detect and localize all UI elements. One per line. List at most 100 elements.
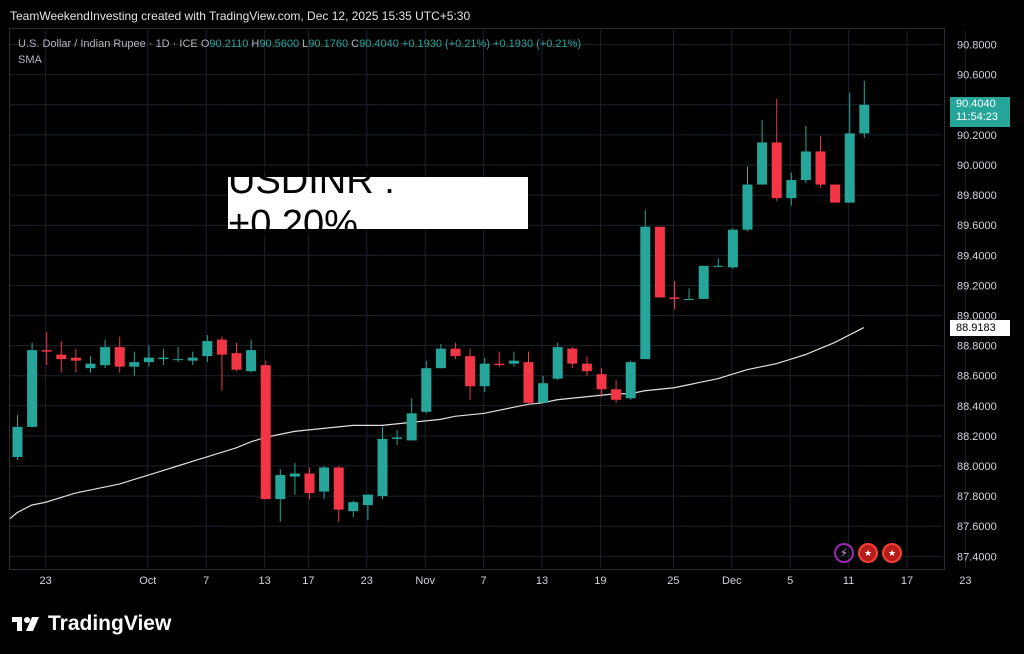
- candle-body: [508, 360, 519, 364]
- candle[interactable]: [41, 332, 52, 366]
- candle-body: [786, 180, 797, 199]
- candle[interactable]: [421, 360, 432, 414]
- candle[interactable]: [12, 414, 23, 460]
- us-flag-event-icon-2[interactable]: ★: [882, 543, 902, 563]
- event-icons[interactable]: ⚡ ★ ★: [834, 543, 902, 563]
- candle-body: [523, 362, 534, 403]
- candle[interactable]: [844, 92, 855, 203]
- candle-body: [581, 363, 592, 372]
- candle[interactable]: [173, 347, 184, 363]
- candle[interactable]: [786, 172, 797, 206]
- candle[interactable]: [216, 336, 227, 391]
- candle[interactable]: [260, 360, 271, 500]
- candle[interactable]: [742, 166, 753, 232]
- candle-body: [348, 502, 359, 512]
- candle[interactable]: [684, 288, 695, 300]
- candle[interactable]: [640, 210, 651, 360]
- lightning-event-icon[interactable]: ⚡: [834, 543, 854, 563]
- performance-badge: USDINR : +0.20%: [228, 160, 528, 245]
- candle[interactable]: [625, 360, 636, 400]
- y-tick-label: 90.8000: [957, 40, 997, 52]
- x-tick-label: 19: [594, 575, 606, 587]
- low-value: 90.1760: [308, 38, 349, 50]
- candle-body: [143, 357, 154, 363]
- candle[interactable]: [27, 342, 38, 427]
- candle[interactable]: [727, 228, 738, 269]
- candle[interactable]: [129, 351, 140, 376]
- candle[interactable]: [800, 125, 811, 184]
- chart-frame[interactable]: [9, 28, 945, 570]
- ohlc-legend: U.S. Dollar / Indian Rupee · 1D · ICE O9…: [18, 38, 581, 50]
- candle[interactable]: [757, 119, 768, 185]
- candle[interactable]: [552, 342, 563, 381]
- sma-line[interactable]: [9, 327, 865, 520]
- candle[interactable]: [289, 462, 300, 495]
- sma-indicator-label[interactable]: SMA: [18, 54, 42, 66]
- candle-body: [27, 350, 38, 427]
- candle[interactable]: [187, 351, 198, 366]
- candle[interactable]: [231, 342, 242, 372]
- candlestick-chart[interactable]: 90.800090.600090.400090.200090.000089.80…: [0, 0, 1024, 600]
- candle[interactable]: [377, 426, 388, 500]
- candle[interactable]: [581, 356, 592, 376]
- candle[interactable]: [830, 184, 841, 203]
- x-tick-label: Oct: [139, 575, 156, 587]
- candle[interactable]: [465, 348, 476, 400]
- candle-body: [275, 475, 286, 500]
- candle[interactable]: [450, 342, 461, 360]
- high-label: H: [251, 38, 260, 50]
- candle[interactable]: [143, 345, 154, 367]
- candle[interactable]: [319, 466, 330, 500]
- candle[interactable]: [859, 80, 870, 138]
- candle[interactable]: [494, 351, 505, 367]
- tradingview-logo: TradingView: [12, 612, 171, 636]
- candle[interactable]: [479, 357, 490, 393]
- candle-body: [406, 413, 417, 441]
- y-tick-label: 87.8000: [957, 491, 997, 503]
- candle[interactable]: [654, 226, 665, 298]
- candle[interactable]: [362, 494, 373, 521]
- candle-body: [435, 348, 446, 369]
- candle-body: [552, 347, 563, 379]
- last-price-tag: 90.4040 11:54:23: [950, 97, 1010, 127]
- us-flag-event-icon[interactable]: ★: [858, 543, 878, 563]
- candle[interactable]: [56, 341, 67, 373]
- candle[interactable]: [70, 348, 81, 373]
- candle[interactable]: [815, 136, 826, 188]
- candle[interactable]: [304, 467, 315, 500]
- candle[interactable]: [669, 280, 680, 310]
- candle[interactable]: [246, 339, 257, 373]
- grid: [10, 30, 966, 568]
- candle[interactable]: [435, 344, 446, 369]
- candle[interactable]: [523, 351, 534, 405]
- candle-body: [727, 229, 738, 268]
- candle[interactable]: [698, 265, 709, 299]
- candle[interactable]: [567, 347, 578, 369]
- y-tick-label: 87.4000: [957, 551, 997, 563]
- y-tick-label: 90.6000: [957, 70, 997, 82]
- candle-body: [494, 363, 505, 366]
- candle[interactable]: [538, 375, 549, 403]
- candle[interactable]: [771, 98, 782, 202]
- candle[interactable]: [596, 368, 607, 397]
- candle[interactable]: [508, 351, 519, 367]
- candle[interactable]: [114, 336, 125, 373]
- candle[interactable]: [202, 335, 213, 363]
- x-tick-label: 17: [302, 575, 314, 587]
- candle-body: [304, 473, 315, 494]
- candle-body: [625, 362, 636, 399]
- candle[interactable]: [611, 380, 622, 403]
- candle[interactable]: [348, 500, 359, 518]
- candle[interactable]: [333, 466, 344, 522]
- x-tick-label: 11: [843, 575, 854, 587]
- candle[interactable]: [100, 339, 111, 369]
- candle[interactable]: [158, 348, 169, 366]
- candle[interactable]: [406, 398, 417, 441]
- candle[interactable]: [275, 469, 286, 522]
- candle-body: [844, 133, 855, 203]
- candle-body: [742, 184, 753, 230]
- candle[interactable]: [392, 429, 403, 445]
- candle[interactable]: [85, 356, 96, 373]
- candle[interactable]: [713, 258, 724, 268]
- candle-body: [757, 142, 768, 185]
